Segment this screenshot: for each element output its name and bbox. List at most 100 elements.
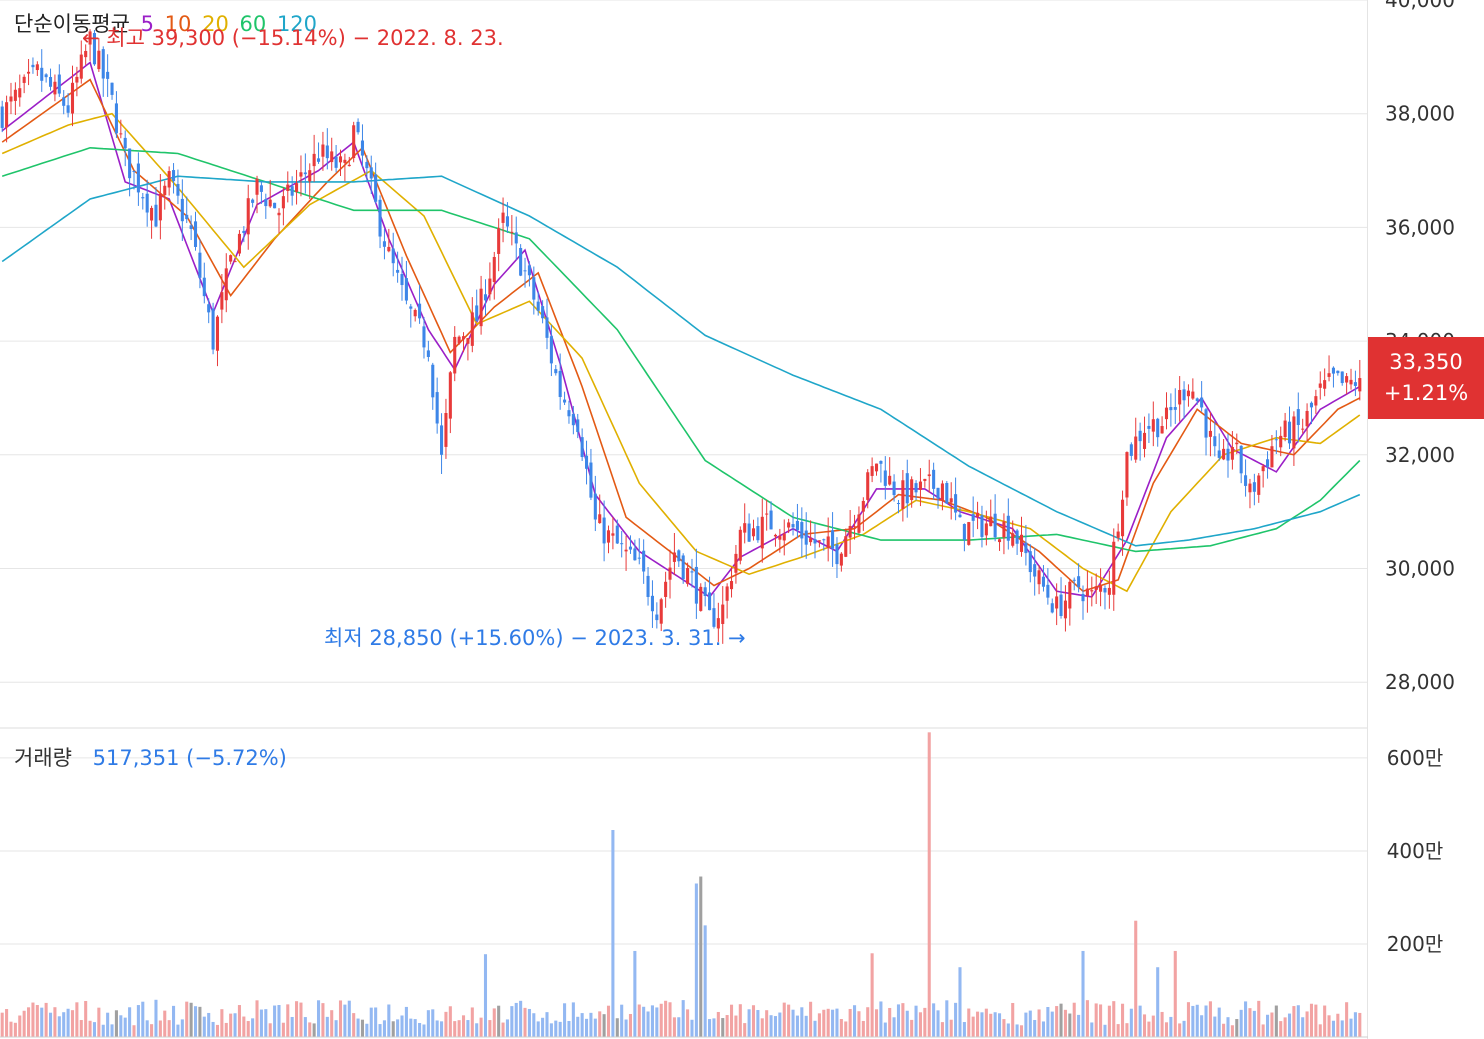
candle bbox=[123, 130, 127, 167]
volume-bar bbox=[198, 1006, 202, 1037]
volume-bar bbox=[536, 1021, 540, 1037]
volume-bar bbox=[273, 1005, 277, 1037]
volume-bar bbox=[989, 1013, 993, 1037]
volume-bar bbox=[734, 1015, 738, 1037]
candle-body bbox=[1213, 436, 1217, 447]
volume-bar bbox=[92, 1022, 96, 1037]
volume-bar bbox=[1204, 1005, 1208, 1037]
candle-body bbox=[242, 230, 246, 234]
candle-body bbox=[1068, 581, 1072, 609]
candle bbox=[1046, 568, 1050, 605]
candle-body bbox=[211, 308, 215, 350]
candle-body bbox=[1103, 588, 1107, 593]
candle bbox=[281, 187, 285, 226]
candle bbox=[1090, 576, 1094, 607]
candle bbox=[892, 474, 896, 502]
volume-bar bbox=[791, 1009, 795, 1037]
volume-bar bbox=[602, 1014, 606, 1037]
candle bbox=[1279, 426, 1283, 457]
candle bbox=[255, 175, 259, 214]
price-tick-label: 32,000 bbox=[1385, 443, 1455, 467]
volume-bar bbox=[769, 1015, 773, 1037]
candle-body bbox=[1314, 396, 1318, 406]
volume-tick-label: 200만 bbox=[1387, 932, 1444, 956]
ma-legend-120: 120 bbox=[276, 12, 318, 36]
candle-body bbox=[1077, 576, 1081, 588]
candle bbox=[136, 152, 140, 206]
volume-bar bbox=[1279, 1021, 1283, 1037]
volume-bar bbox=[861, 1020, 865, 1037]
candle-body bbox=[593, 493, 597, 520]
volume-bar bbox=[110, 1024, 114, 1037]
candle bbox=[1059, 577, 1063, 619]
candle bbox=[923, 478, 927, 488]
candle bbox=[703, 581, 707, 607]
candle bbox=[655, 602, 659, 629]
candle bbox=[1340, 371, 1344, 386]
candle-body bbox=[1072, 579, 1076, 581]
candle-body bbox=[141, 197, 145, 199]
volume-bar bbox=[211, 1021, 215, 1037]
volume-bar bbox=[857, 1011, 861, 1037]
candle bbox=[176, 169, 180, 205]
candle bbox=[962, 523, 966, 552]
candle-body bbox=[492, 256, 496, 283]
candle-body bbox=[1274, 439, 1278, 441]
volume-bar bbox=[813, 1020, 817, 1037]
candle-body bbox=[769, 510, 773, 530]
candle bbox=[664, 571, 668, 608]
volume-bar bbox=[743, 1023, 747, 1037]
candle bbox=[914, 480, 918, 501]
candle-body bbox=[400, 274, 404, 286]
price-tick-label: 38,000 bbox=[1385, 102, 1455, 126]
volume-bar bbox=[9, 1021, 13, 1037]
volume-bar bbox=[1314, 1004, 1318, 1037]
volume-bar bbox=[1107, 1005, 1111, 1037]
candle-body bbox=[435, 392, 439, 424]
candle-body bbox=[1178, 389, 1182, 405]
candle bbox=[418, 284, 422, 324]
volume-legend-label: 거래량 bbox=[14, 746, 72, 770]
volume-bar bbox=[756, 1010, 760, 1037]
volume-legend: 거래량 517,351 (−5.72%) bbox=[14, 742, 287, 772]
candle-body bbox=[497, 228, 501, 254]
candle bbox=[185, 196, 189, 224]
candle bbox=[554, 365, 558, 376]
volume-bar bbox=[598, 1011, 602, 1037]
candle bbox=[672, 532, 676, 575]
volume-bar bbox=[422, 1024, 426, 1037]
candle bbox=[1024, 524, 1028, 566]
candle-body bbox=[374, 174, 378, 202]
candle bbox=[905, 459, 909, 518]
candle bbox=[606, 525, 611, 554]
volume-bar bbox=[290, 1016, 294, 1037]
candle bbox=[374, 162, 378, 204]
candle bbox=[747, 513, 751, 542]
candle bbox=[308, 163, 312, 199]
candle-body bbox=[760, 516, 764, 549]
candle-body bbox=[1156, 418, 1160, 438]
candle bbox=[734, 544, 738, 584]
candle bbox=[549, 324, 553, 377]
candle-body bbox=[510, 231, 514, 233]
volume-bar bbox=[874, 1009, 879, 1037]
candle-body bbox=[1024, 542, 1028, 554]
volume-bar bbox=[185, 1001, 189, 1037]
candle-body bbox=[44, 74, 48, 78]
candle bbox=[207, 298, 211, 324]
candle-body bbox=[615, 525, 619, 544]
candle bbox=[1358, 359, 1362, 401]
candle-body bbox=[699, 586, 703, 611]
candle-body bbox=[1160, 426, 1164, 434]
volume-bar bbox=[259, 1009, 263, 1037]
candle bbox=[1160, 416, 1164, 434]
volume-bar bbox=[905, 1010, 909, 1037]
volume-bar bbox=[606, 1005, 611, 1037]
candle bbox=[488, 262, 492, 301]
candle bbox=[853, 514, 857, 540]
volume-bar bbox=[1138, 1005, 1142, 1037]
candle-body bbox=[883, 470, 887, 486]
volume-bar bbox=[1002, 1019, 1006, 1037]
candle bbox=[483, 279, 488, 316]
candle-body bbox=[976, 512, 980, 517]
